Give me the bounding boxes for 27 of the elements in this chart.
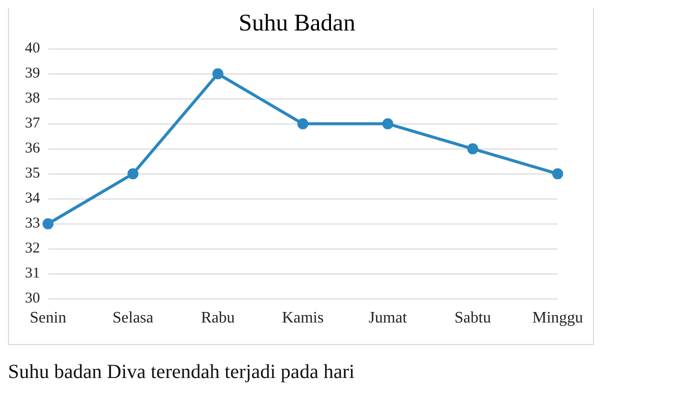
x-tick-label: Selasa [112, 310, 154, 327]
point [467, 143, 478, 154]
chart-title: Suhu Badan [238, 10, 356, 37]
x-tick-label: Senin [30, 310, 66, 327]
point [297, 118, 308, 130]
x-tick-label: Minggu [532, 310, 583, 327]
text: Suhu badan Diva terendah terjadi pada hari [8, 361, 356, 384]
y-tick-label: 36 [25, 140, 40, 157]
y-tick-label: 35 [25, 166, 40, 182]
point [127, 168, 138, 180]
y-tick-label: 38 [25, 90, 40, 107]
y-tick-label: 30 [25, 290, 40, 307]
point [212, 68, 224, 80]
y-tick-label: 31 [25, 266, 40, 282]
y-tick-label: 34 [25, 190, 40, 207]
point [552, 168, 564, 180]
x-tick-label: Kamis [282, 310, 324, 327]
x-tick-label: Jumat [368, 310, 408, 327]
y-tick-label: 32 [25, 240, 40, 257]
y-tick-label: 33 [25, 216, 40, 232]
x-tick-label: Rabu [200, 310, 235, 327]
y-tick-label: 37 [25, 116, 40, 132]
x-tick-label: Sabtu [454, 310, 491, 327]
point [382, 118, 394, 130]
point [42, 218, 54, 230]
y-tick-label: 40 [25, 40, 40, 57]
y-tick-label: 39 [25, 66, 40, 82]
